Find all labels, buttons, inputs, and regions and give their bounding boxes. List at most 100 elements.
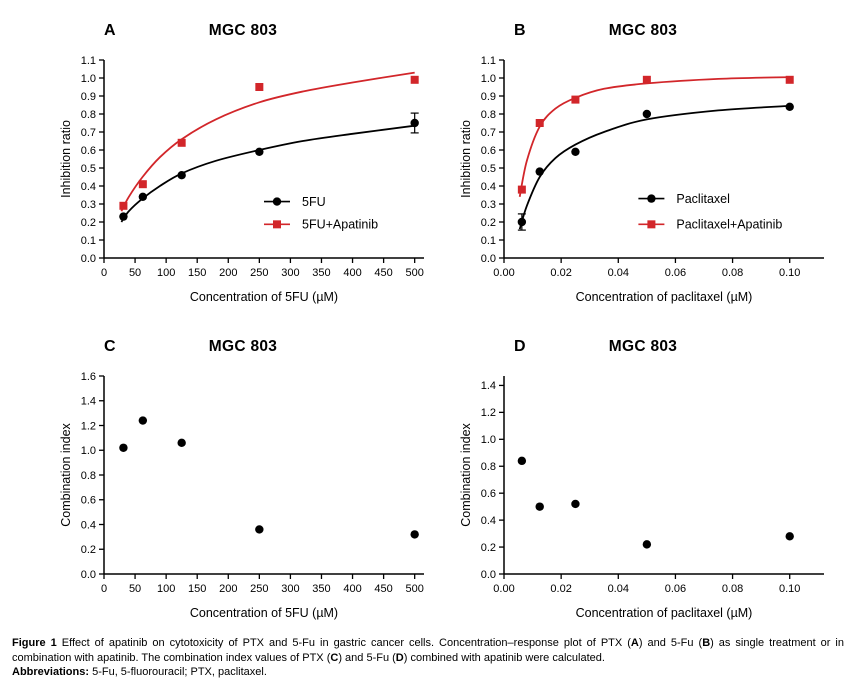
svg-text:50: 50 <box>129 267 141 279</box>
svg-text:300: 300 <box>281 267 299 279</box>
circle-marker <box>535 502 544 511</box>
svg-text:0.02: 0.02 <box>550 583 571 595</box>
series-paclitaxel <box>517 102 794 231</box>
circle-marker <box>571 147 580 156</box>
circle-marker <box>410 118 419 128</box>
caption-segment-bold: D <box>395 651 404 664</box>
legend-label: 5FU+Apatinib <box>302 218 378 232</box>
svg-text:0.06: 0.06 <box>665 583 686 595</box>
figure-caption: Figure 1 Effect of apatinib on cytotoxic… <box>12 636 844 680</box>
svg-text:100: 100 <box>157 267 175 279</box>
svg-text:0.7: 0.7 <box>81 127 96 139</box>
svg-text:50: 50 <box>129 583 141 595</box>
caption-text: Figure 1 Effect of apatinib on cytotoxic… <box>12 636 844 665</box>
panel-c-title: MGC 803 <box>208 338 278 355</box>
y-axis-title: Inhibition ratio <box>59 120 73 198</box>
legend-label: 5FU <box>302 195 326 209</box>
svg-text:450: 450 <box>374 267 392 279</box>
fit-curve <box>518 76 790 197</box>
circle-marker <box>535 167 544 176</box>
axes <box>503 376 824 575</box>
circle-marker <box>571 499 580 509</box>
panel-b: B MGC 803 0.0 0.1 0.2 0.3 0.4 0.5 0.6 0.7 0.8 0.9… <box>458 16 838 316</box>
panel-b-header: B MGC 803 <box>458 16 838 50</box>
square-marker <box>642 75 651 84</box>
svg-text:1.4: 1.4 <box>481 380 496 392</box>
square-marker <box>410 75 419 84</box>
svg-text:0.7: 0.7 <box>481 127 496 139</box>
series-5fu <box>119 112 419 223</box>
abbrev-segment-bold: Abbreviations: <box>12 666 90 678</box>
panel-a-title: MGC 803 <box>208 22 278 39</box>
circle-marker <box>642 109 652 119</box>
svg-text:300: 300 <box>281 583 299 595</box>
panel-c-letter: C <box>104 338 117 355</box>
svg-text:0.1: 0.1 <box>81 235 96 247</box>
svg-text:0.2: 0.2 <box>81 544 96 556</box>
x-axis-title: Concentration of paclitaxel (µM) <box>576 606 753 620</box>
series-paclitaxel-apatinib <box>517 75 794 197</box>
y-axis-title: Combination index <box>459 422 473 526</box>
caption-segment: ) combined with apatinib were calculated… <box>403 651 605 664</box>
svg-text:0.6: 0.6 <box>81 145 96 157</box>
svg-text:500: 500 <box>405 583 423 595</box>
square-marker <box>517 185 526 194</box>
svg-text:1.4: 1.4 <box>81 396 96 408</box>
panel-a-letter: A <box>104 22 117 39</box>
caption-segment-bold: A <box>630 637 639 649</box>
svg-text:0.5: 0.5 <box>481 163 496 175</box>
caption-segment-bold: Figure 1 <box>12 637 57 649</box>
chart-a-dose-response-5fu: 0.0 0.1 0.2 0.3 0.4 0.5 0.6 0.7 0.8 0.9 1.0 1.1 0 50 1… <box>59 55 424 304</box>
panel-d-header: D MGC 803 <box>458 332 838 366</box>
svg-text:0.6: 0.6 <box>481 488 496 500</box>
svg-text:400: 400 <box>343 583 361 595</box>
svg-text:1.0: 1.0 <box>81 445 96 457</box>
panel-c: C MGC 803 0.0 0.2 0.4 0.6 0.8 1.0 1.2 1.4 1.6 0 50… <box>58 332 438 632</box>
svg-text:100: 100 <box>157 583 175 595</box>
caption-segment: Effect of apatinib on cytotoxicity of PT… <box>56 637 631 649</box>
svg-text:0.0: 0.0 <box>481 253 496 265</box>
panel-a-header: A MGC 803 <box>58 16 438 50</box>
x-axis-title: Concentration of 5FU (µM) <box>190 606 338 620</box>
circle-marker <box>517 217 527 227</box>
square-marker <box>119 201 128 210</box>
panel-d-letter: D <box>514 338 527 355</box>
tick-labels: 0.0 0.2 0.4 0.6 0.8 1.0 1.2 1.4 1.6 0 50 100 150 200 2… <box>81 371 424 595</box>
svg-text:0.00: 0.00 <box>493 583 514 595</box>
y-axis-title: Combination index <box>59 422 73 526</box>
legend-label: Paclitaxel+Apatinib <box>676 218 782 232</box>
svg-text:0.6: 0.6 <box>481 145 496 157</box>
circle-marker <box>410 530 419 539</box>
circle-marker <box>255 525 264 534</box>
chart-b-dose-response-paclitaxel: 0.0 0.1 0.2 0.3 0.4 0.5 0.6 0.7 0.8 0.9 1.0 1.1 0.00… <box>459 55 824 304</box>
caption-segment: ) and 5-Fu ( <box>338 651 396 664</box>
svg-text:0.1: 0.1 <box>481 235 496 247</box>
fit-curve <box>120 124 415 223</box>
svg-text:0.6: 0.6 <box>81 495 96 507</box>
chart-d-combination-index-paclitaxel: 0.0 0.2 0.4 0.6 0.8 1.0 1.2 1.4 0.00 0.02 0.04 0.06… <box>459 376 824 620</box>
caption-segment: ) and 5-Fu ( <box>638 637 703 649</box>
svg-text:0.4: 0.4 <box>481 181 496 193</box>
svg-text:1.0: 1.0 <box>81 73 96 85</box>
caption-segment-bold: B <box>702 637 711 649</box>
svg-text:0.4: 0.4 <box>481 515 496 527</box>
square-marker <box>255 83 264 91</box>
tick-labels: 0.0 0.2 0.4 0.6 0.8 1.0 1.2 1.4 0.00 0.02 0.04 0.06… <box>481 380 801 595</box>
caption-abbreviations: Abbreviations: 5-Fu, 5-fluorouracil; PTX… <box>12 665 844 680</box>
svg-text:0.2: 0.2 <box>481 542 496 554</box>
svg-text:0.3: 0.3 <box>81 199 96 211</box>
panel-b-letter: B <box>514 22 527 39</box>
svg-text:0: 0 <box>101 267 107 279</box>
legend: 5FU 5FU+Apatinib <box>264 195 378 232</box>
svg-text:1.2: 1.2 <box>481 407 496 419</box>
tick-labels: 0.0 0.1 0.2 0.3 0.4 0.5 0.6 0.7 0.8 0.9 1.0 1.1 0.00… <box>481 55 801 279</box>
circle-marker <box>647 194 656 203</box>
circle-marker <box>785 102 794 111</box>
series-combination-index <box>119 416 419 539</box>
fit-curve <box>120 71 415 212</box>
square-marker <box>273 220 281 229</box>
circle-marker <box>119 443 128 452</box>
square-marker <box>177 138 186 147</box>
svg-text:1.1: 1.1 <box>81 55 96 67</box>
